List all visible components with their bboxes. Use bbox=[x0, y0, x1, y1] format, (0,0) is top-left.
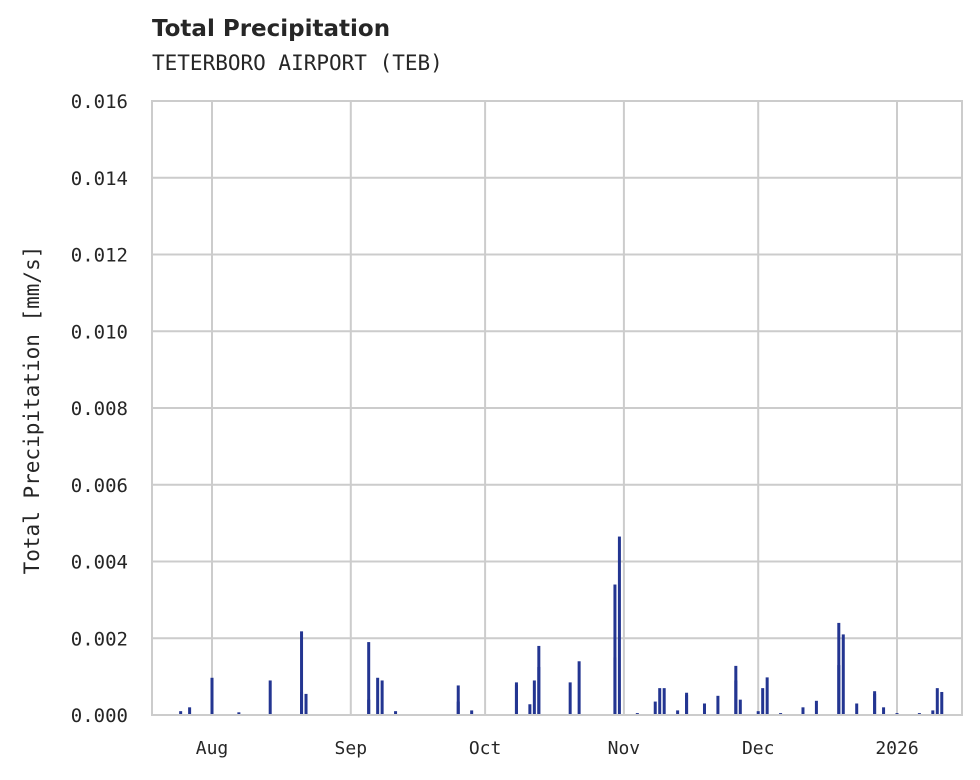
precipitation-bar bbox=[662, 688, 666, 715]
x-tick-label: Dec bbox=[742, 738, 775, 759]
y-tick-label: 0.016 bbox=[71, 91, 128, 113]
precipitation-bar bbox=[514, 685, 518, 715]
plot-frame bbox=[151, 100, 963, 716]
precipitation-bar bbox=[188, 707, 192, 715]
chart-subtitle: TETERBORO AIRPORT (TEB) bbox=[152, 51, 443, 75]
precipitation-bar bbox=[300, 631, 304, 715]
y-tick-label: 0.010 bbox=[71, 321, 128, 343]
precipitation-bar bbox=[528, 704, 532, 715]
precipitation-bar bbox=[532, 680, 536, 715]
precipitation-bar bbox=[855, 703, 859, 715]
precipitation-bar bbox=[756, 711, 760, 715]
precipitation-bar bbox=[658, 688, 662, 715]
precipitation-bar bbox=[882, 707, 886, 715]
precipitation-bar bbox=[676, 710, 680, 715]
x-tick-label: 2026 bbox=[875, 738, 918, 759]
precipitation-bar bbox=[653, 701, 657, 715]
y-tick-label: 0.008 bbox=[71, 398, 128, 420]
precipitation-bar bbox=[837, 622, 841, 715]
precipitation-bar bbox=[577, 661, 581, 715]
precipitation-bar bbox=[814, 700, 818, 715]
precipitation-bar bbox=[801, 707, 805, 715]
precipitation-bar bbox=[367, 699, 371, 715]
precipitation-bar bbox=[931, 710, 935, 715]
precipitation-bar bbox=[685, 695, 689, 715]
precipitation-bar bbox=[841, 634, 845, 715]
precipitation-bar bbox=[702, 703, 706, 715]
x-axis-ticks: Aug Sep Oct Nov Dec 2026 bbox=[196, 738, 919, 759]
precipitation-bar bbox=[940, 691, 944, 715]
precipitation-bar bbox=[179, 711, 183, 715]
y-axis-ticks: 0.000 0.002 0.004 0.006 0.008 0.010 0.012 0.014… bbox=[71, 91, 128, 727]
x-tick-label: Aug bbox=[196, 738, 229, 759]
precipitation-bar bbox=[734, 665, 738, 715]
precipitation-bar bbox=[376, 677, 380, 715]
precipitation-bar bbox=[470, 710, 474, 715]
y-tick-label: 0.004 bbox=[71, 552, 128, 574]
precipitation-bar bbox=[761, 688, 765, 715]
precipitation-series bbox=[179, 536, 944, 715]
precipitation-bar bbox=[537, 667, 541, 715]
precipitation-bar bbox=[210, 699, 214, 715]
y-tick-label: 0.002 bbox=[71, 628, 128, 650]
y-tick-label: 0.012 bbox=[71, 245, 128, 267]
precipitation-bar bbox=[367, 642, 371, 715]
precipitation-bar bbox=[873, 693, 877, 715]
gridlines bbox=[152, 100, 962, 716]
precipitation-bar bbox=[304, 693, 308, 715]
x-tick-label: Sep bbox=[335, 738, 368, 759]
y-tick-label: 0.000 bbox=[71, 705, 128, 727]
precipitation-bar bbox=[394, 711, 398, 715]
precipitation-bar bbox=[765, 677, 769, 715]
precipitation-bar bbox=[613, 584, 617, 715]
y-tick-label: 0.014 bbox=[71, 168, 128, 190]
x-tick-label: Nov bbox=[608, 738, 641, 759]
precipitation-bar bbox=[935, 688, 939, 715]
precipitation-bar bbox=[268, 680, 272, 715]
chart-title: Total Precipitation bbox=[152, 16, 391, 42]
precipitation-bar bbox=[210, 677, 214, 715]
precipitation-bar bbox=[456, 685, 460, 715]
y-tick-label: 0.006 bbox=[71, 475, 128, 497]
precipitation-bar bbox=[237, 712, 241, 715]
precipitation-bar bbox=[716, 695, 720, 715]
precipitation-bar bbox=[738, 699, 742, 715]
precipitation-bar bbox=[617, 536, 621, 715]
x-tick-label: Oct bbox=[469, 738, 502, 759]
precipitation-bar bbox=[380, 680, 384, 715]
precipitation-bar bbox=[568, 682, 572, 715]
